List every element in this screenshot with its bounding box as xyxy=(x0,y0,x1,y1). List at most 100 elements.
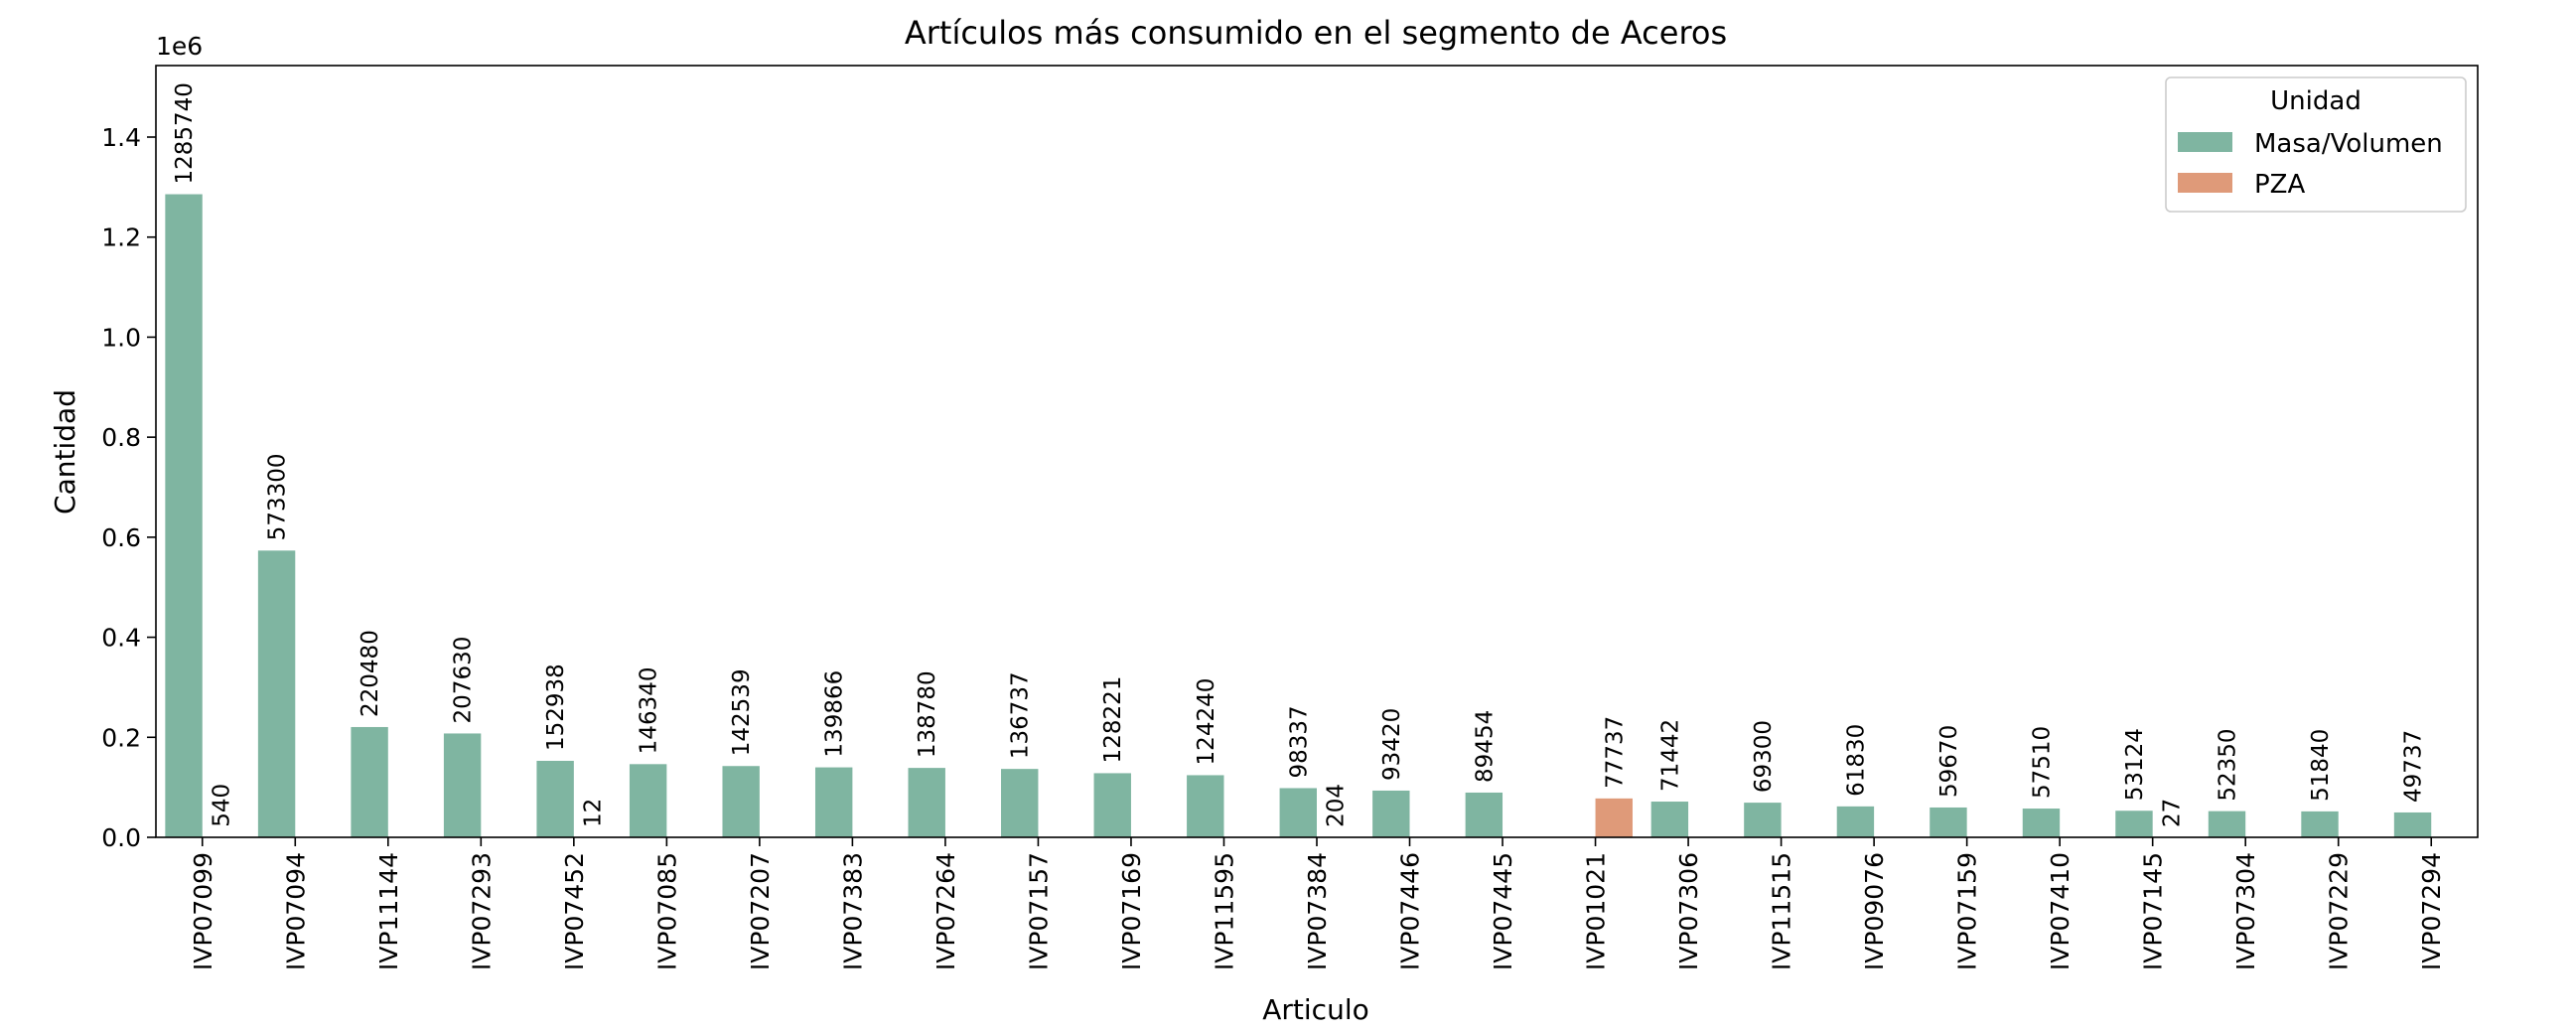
bar-value-label: 1285740 xyxy=(172,82,198,184)
bar-masa-volumen-ivp11515 xyxy=(1744,803,1782,837)
x-tick-label: IVP07383 xyxy=(838,852,867,970)
legend-swatch-pza xyxy=(2178,173,2232,193)
x-tick-label: IVP07229 xyxy=(2325,852,2354,970)
bar-value-label: 124240 xyxy=(1194,678,1219,766)
bar-masa-volumen-ivp07383 xyxy=(814,767,853,837)
x-tick-label: IVP07384 xyxy=(1303,852,1332,970)
bar-value-label: 27 xyxy=(2159,799,2185,827)
x-tick-label: IVP07293 xyxy=(467,852,496,970)
bar-masa-volumen-ivp07452 xyxy=(536,760,574,837)
y-tick-label: 0.4 xyxy=(101,624,141,653)
bar-value-label: 49737 xyxy=(2401,730,2427,803)
x-tick-label: IVP11515 xyxy=(1768,852,1796,970)
bar-masa-volumen-ivp07159 xyxy=(1930,807,1967,837)
bar-value-label: 139866 xyxy=(822,670,848,758)
legend-label-pza: PZA xyxy=(2254,170,2305,200)
bar-value-label: 128221 xyxy=(1100,676,1126,764)
bars xyxy=(165,194,2432,837)
bar-masa-volumen-ivp07169 xyxy=(1093,773,1131,837)
bar-pza-ivp01021 xyxy=(1595,798,1633,837)
bar-value-label: 142539 xyxy=(729,668,755,756)
bar-value-label: 69300 xyxy=(1751,720,1777,793)
bar-value-label: 573300 xyxy=(265,453,291,540)
y-tick-label: 0.6 xyxy=(101,523,141,552)
x-tick-label: IVP07294 xyxy=(2417,852,2446,970)
bar-labels: 1285740 573300 220480 207630 152938 146340 142… xyxy=(172,82,2426,827)
bar-masa-volumen-ivp07157 xyxy=(1001,769,1039,837)
bar-masa-volumen-ivp07410 xyxy=(2022,809,2061,837)
plot-frame xyxy=(155,65,2479,838)
x-tick-label: IVP07085 xyxy=(652,852,681,970)
legend-label-masa-volumen: Masa/Volumen xyxy=(2254,129,2443,159)
bar-value-label: 152938 xyxy=(543,664,569,751)
x-tick-label: IVP07264 xyxy=(931,852,960,970)
bar-value-label: 77737 xyxy=(1602,716,1628,789)
bar-value-label: 61830 xyxy=(1843,724,1869,797)
bar-masa-volumen-ivp07145 xyxy=(2115,811,2153,837)
y-tick-label: 0.0 xyxy=(101,823,141,852)
bar-value-label: 53124 xyxy=(2122,728,2148,801)
bar-value-label: 59670 xyxy=(1936,725,1962,798)
bar-masa-volumen-ivp07294 xyxy=(2393,812,2432,837)
bar-value-label: 89454 xyxy=(1472,710,1498,783)
x-tick-label: IVP07094 xyxy=(281,852,310,970)
bar-value-label: 98337 xyxy=(1286,705,1312,778)
bar-masa-volumen-ivp07384 xyxy=(1279,788,1317,837)
bar-masa-volumen-ivp07099 xyxy=(165,194,203,837)
bar-value-label: 146340 xyxy=(637,666,662,754)
bar-masa-volumen-ivp07094 xyxy=(257,550,296,837)
bar-masa-volumen-ivp11595 xyxy=(1187,775,1224,837)
x-tick-label: IVP07445 xyxy=(1489,852,1517,970)
bar-masa-volumen-ivp07229 xyxy=(2301,811,2339,837)
x-tick-label: IVP09076 xyxy=(1860,852,1889,970)
x-tick-label: IVP07410 xyxy=(2046,852,2075,970)
bar-masa-volumen-ivp07446 xyxy=(1372,790,1410,837)
chart-title: Artículos más consumido en el segmento d… xyxy=(905,14,1727,52)
bar-masa-volumen-ivp11144 xyxy=(351,726,388,837)
bar-masa-volumen-ivp07306 xyxy=(1650,802,1689,837)
y-tick-label: 1.0 xyxy=(101,323,141,352)
bar-masa-volumen-ivp07085 xyxy=(629,764,667,837)
bar-value-label: 540 xyxy=(209,784,234,827)
bar-value-label: 51840 xyxy=(2308,729,2334,802)
x-tick-label: IVP07304 xyxy=(2231,852,2260,970)
bar-value-label: 57510 xyxy=(2029,726,2055,799)
y-tick-label: 1.4 xyxy=(101,123,141,152)
bar-masa-volumen-ivp07445 xyxy=(1465,792,1503,837)
x-tick-label: IVP07157 xyxy=(1024,852,1053,970)
legend-title: Unidad xyxy=(2270,86,2361,116)
y-tick-label: 1.2 xyxy=(101,223,141,252)
x-tick-label: IVP07169 xyxy=(1117,852,1146,970)
bar-value-label: 71442 xyxy=(1657,719,1683,792)
x-tick-label: IVP01021 xyxy=(1582,852,1611,970)
bar-value-label: 220480 xyxy=(358,630,383,717)
bar-masa-volumen-ivp07304 xyxy=(2208,811,2246,837)
x-tick-label: IVP07099 xyxy=(189,852,217,970)
x-tick-label: IVP11595 xyxy=(1210,852,1238,970)
x-axis: IVP07099 IVP07094 IVP11144 IVP07293 IVP07452… xyxy=(189,837,2446,970)
legend: Unidad Masa/Volumen PZA xyxy=(2165,76,2467,213)
bar-value-label: 204 xyxy=(1324,784,1350,827)
bar-masa-volumen-ivp07264 xyxy=(908,768,945,837)
x-tick-label: IVP11144 xyxy=(374,852,403,970)
bar-value-label: 93420 xyxy=(1379,708,1405,781)
bar-value-label: 138780 xyxy=(915,670,940,758)
bar-masa-volumen-ivp07293 xyxy=(443,733,482,837)
y-axis-label: Cantidad xyxy=(49,389,81,515)
bar-value-label: 52350 xyxy=(2215,728,2240,801)
legend-swatch-masa-volumen xyxy=(2178,132,2232,152)
y-axis: 0.0 0.2 0.4 0.6 0.8 1.0 1.2 1.4 xyxy=(101,123,156,852)
bar-value-label: 207630 xyxy=(451,637,477,724)
legend-box xyxy=(2165,76,2467,213)
bar-value-label: 136737 xyxy=(1008,671,1034,759)
x-tick-label: IVP07446 xyxy=(1396,852,1425,970)
y-tick-label: 0.8 xyxy=(101,423,141,452)
bar-masa-volumen-ivp07207 xyxy=(722,766,760,837)
x-tick-label: IVP07452 xyxy=(560,852,589,970)
x-tick-label: IVP07159 xyxy=(1953,852,1982,970)
x-tick-label: IVP07145 xyxy=(2139,852,2168,970)
y-offset-text: 1e6 xyxy=(156,32,203,61)
y-tick-label: 0.2 xyxy=(101,723,141,752)
